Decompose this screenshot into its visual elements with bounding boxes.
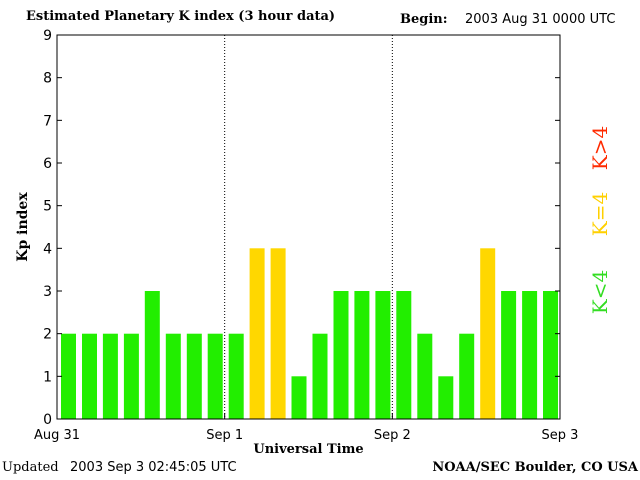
kp-bar xyxy=(144,291,160,419)
kp-bar xyxy=(543,291,558,419)
kp-bar xyxy=(522,291,538,419)
x-axis-label: Universal Time xyxy=(253,442,363,457)
y-axis-label: Kp index xyxy=(15,192,31,262)
x-tick-label: Sep 2 xyxy=(374,428,411,443)
legend-k-above-4: K>4 xyxy=(588,125,612,171)
kp-bar xyxy=(123,333,139,419)
kp-bar xyxy=(61,333,76,419)
kp-bar xyxy=(480,248,496,419)
kp-bar xyxy=(102,333,118,419)
updated-value: 2003 Sep 3 02:45:05 UTC xyxy=(70,460,237,475)
y-tick-label: 2 xyxy=(43,327,52,343)
begin-label: Begin: xyxy=(400,12,448,27)
begin-value: 2003 Aug 31 0000 UTC xyxy=(465,12,616,27)
y-tick-label: 7 xyxy=(43,113,52,129)
kp-bar xyxy=(291,376,307,419)
y-tick-label: 8 xyxy=(43,71,52,87)
kp-bar xyxy=(501,291,517,419)
kp-bar xyxy=(459,333,475,419)
kp-bar xyxy=(312,333,328,419)
y-tick-label: 0 xyxy=(43,412,52,428)
kp-bar xyxy=(228,333,244,419)
kp-bar xyxy=(270,248,286,419)
y-tick-label: 6 xyxy=(43,156,52,172)
kp-bar xyxy=(396,291,412,419)
x-tick-label: Sep 1 xyxy=(206,428,243,443)
updated-label: Updated xyxy=(2,460,59,475)
kp-bar xyxy=(207,333,223,419)
plot-frame xyxy=(56,34,561,420)
kp-bar xyxy=(165,333,181,419)
kp-bar xyxy=(375,291,391,419)
kp-bar xyxy=(417,333,433,419)
kp-bar xyxy=(249,248,265,419)
y-tick-label: 9 xyxy=(43,28,52,44)
kp-bar xyxy=(186,333,202,419)
y-tick-label: 5 xyxy=(43,199,52,215)
credit-text: NOAA/SEC Boulder, CO USA xyxy=(432,460,638,475)
kp-bar xyxy=(82,333,97,419)
legend-k-below-4: K<4 xyxy=(588,269,612,315)
y-tick-label: 3 xyxy=(43,284,52,300)
chart-title: Estimated Planetary K index (3 hour data… xyxy=(26,9,336,24)
x-tick-label: Sep 3 xyxy=(542,428,579,443)
kp-bar xyxy=(354,291,370,419)
x-tick-label: Aug 31 xyxy=(34,428,80,443)
kp-bar xyxy=(438,376,454,419)
y-tick-label: 1 xyxy=(43,369,52,385)
kp-bar xyxy=(333,291,349,419)
y-tick-label: 4 xyxy=(43,241,52,257)
